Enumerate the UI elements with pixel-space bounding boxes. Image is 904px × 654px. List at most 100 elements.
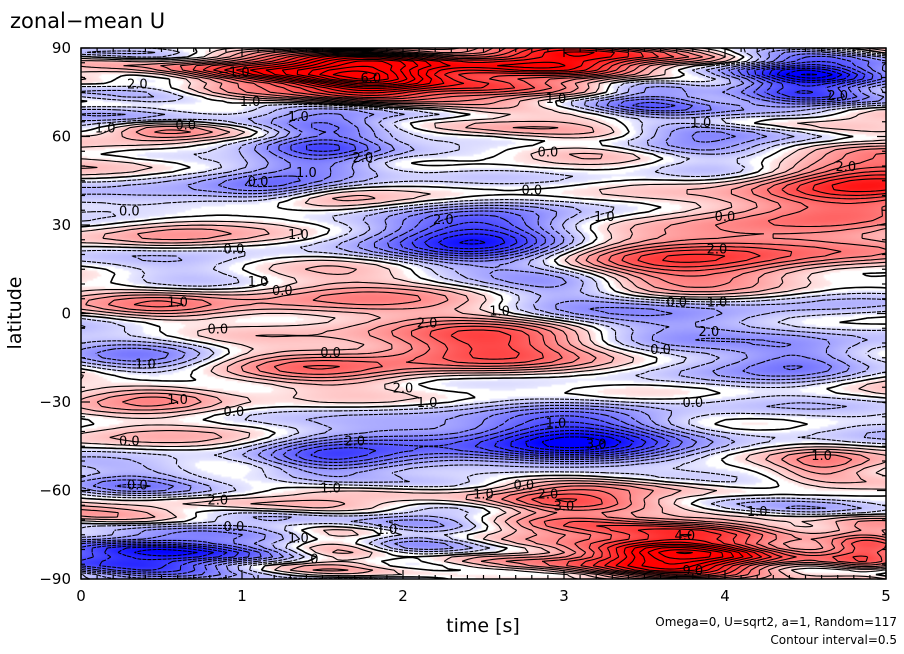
annotation-contour-interval: Contour interval=0.5 (770, 633, 897, 647)
contour-label: 0.0 (175, 119, 196, 134)
y-tick-label: 0 (61, 305, 71, 323)
contour-level (319, 65, 389, 82)
contour-label: −1.0 (218, 66, 250, 81)
y-tick-label: −90 (39, 570, 71, 588)
contour-level (81, 48, 886, 579)
x-tick-labels: 0 1 2 3 4 5 (76, 587, 891, 605)
contour-label: 3.0 (586, 437, 607, 452)
axis-ticks (80, 47, 887, 580)
contour-level (81, 48, 886, 579)
contour-level (81, 48, 886, 579)
contour-level (81, 48, 886, 579)
x-axis-label: time [s] (446, 615, 520, 637)
contour-label: 0.0 (248, 175, 269, 190)
contour-level (265, 55, 735, 570)
contour-level (332, 70, 377, 80)
annotation-params: Omega=0, U=sqrt2, a=1, Random=117 (655, 615, 897, 629)
contour-label: 2.0 (707, 243, 728, 258)
plot-area: −1.02.0 6.01.0 2.01.01.0 0.0 1.01.02.0 0.01.0… (80, 47, 887, 580)
y-tick-label: −30 (39, 393, 71, 411)
contour-label: 1.0 (288, 110, 309, 125)
contour-label: 2.0 (433, 213, 454, 228)
contour-label: 1.0 (240, 95, 261, 110)
contour-label: 0.0 (224, 520, 245, 535)
contour-level (81, 50, 886, 579)
contour-label: 2.0 (207, 493, 228, 508)
contour-label: 1.0 (811, 449, 832, 464)
contour-label: 1.0 (546, 92, 567, 107)
y-tick-labels: −90 −60 −30 0 30 60 90 (39, 39, 71, 588)
contour-label: 2.0 (835, 160, 856, 175)
x-tick-label: 1 (237, 587, 247, 605)
contour-level (117, 66, 851, 561)
x-tick-label: 5 (881, 587, 891, 605)
contour-label: 1.0 (417, 396, 438, 411)
contour-level (81, 60, 866, 573)
contour-level (281, 57, 724, 565)
chart-title: zonal−mean U (10, 9, 165, 33)
x-tick-label: 4 (720, 587, 730, 605)
contour-level (81, 48, 886, 579)
contour-label: 1.0 (546, 417, 567, 432)
y-axis-label: latitude (4, 277, 26, 350)
contour-label: 0.0 (207, 322, 228, 337)
contour-label: 1.0 (296, 166, 317, 181)
contour-level (81, 49, 886, 579)
contour-label: 4.0 (674, 529, 695, 544)
contour-label: 2.0 (827, 89, 848, 104)
contour-label: 2.0 (393, 381, 414, 396)
contour-label: 0.0 (127, 479, 148, 494)
contour-level (250, 51, 744, 572)
contour-label: 1.0 (377, 523, 398, 538)
contour-label: 1.0 (691, 116, 712, 131)
contour-label: 0.0 (224, 405, 245, 420)
contour-label: 0.0 (119, 434, 140, 449)
contour-label: 0.0 (538, 145, 559, 160)
contour-label: 1.0 (288, 532, 309, 547)
contour-label: 0.0 (119, 204, 140, 219)
contour-label: 1.0 (167, 393, 188, 408)
contour-label: 0.0 (521, 184, 542, 199)
contour-level (224, 48, 886, 575)
contour-level (801, 73, 817, 76)
contour-label: 0.0 (224, 243, 245, 258)
contour-label: 1.0 (473, 487, 494, 502)
contour-level (81, 48, 886, 579)
y-tick-label: 90 (52, 39, 71, 57)
contour-label: 1.0 (288, 228, 309, 243)
contour-level (134, 67, 843, 557)
contour-label: 3.0 (554, 499, 575, 514)
contour-level (236, 49, 753, 574)
y-tick-label: 60 (52, 128, 71, 146)
contour-label: 0.0 (513, 479, 534, 494)
contour-label: 2.0 (344, 434, 365, 449)
contour-label: 0.0 (650, 343, 671, 358)
x-tick-label: 2 (398, 587, 408, 605)
contour-label: 2.0 (127, 77, 148, 92)
contour-label: 1.0 (135, 358, 156, 373)
y-tick-label: 30 (52, 216, 71, 234)
contour-label: 0 (310, 552, 318, 567)
contour-label: 1.0 (707, 296, 728, 311)
contour-label: 2.0 (417, 316, 438, 331)
contour-label: 1.0 (747, 505, 768, 520)
contour-level (213, 48, 886, 576)
contour-label: 2.0 (538, 487, 559, 502)
contour-label: 1.0 (248, 275, 269, 290)
contour-label: 0.0 (666, 296, 687, 311)
contour-label: 0.0 (715, 210, 736, 225)
y-tick-label: −60 (39, 482, 71, 500)
contour-label: 2.0 (699, 325, 720, 340)
contour-label: 6.0 (360, 72, 381, 87)
contour-level (202, 48, 886, 578)
contour-level (192, 48, 886, 579)
contour-label: 1.0 (489, 305, 510, 320)
contour-level (81, 55, 874, 575)
contour-label: 0.0 (272, 284, 293, 299)
contour-level (133, 48, 886, 579)
x-tick-label: 3 (559, 587, 569, 605)
x-tick-label: 0 (76, 587, 86, 605)
contour-labels: −1.02.0 6.01.0 2.01.01.0 0.0 1.01.02.0 0.01.0… (95, 66, 856, 579)
contour-level (307, 60, 693, 555)
